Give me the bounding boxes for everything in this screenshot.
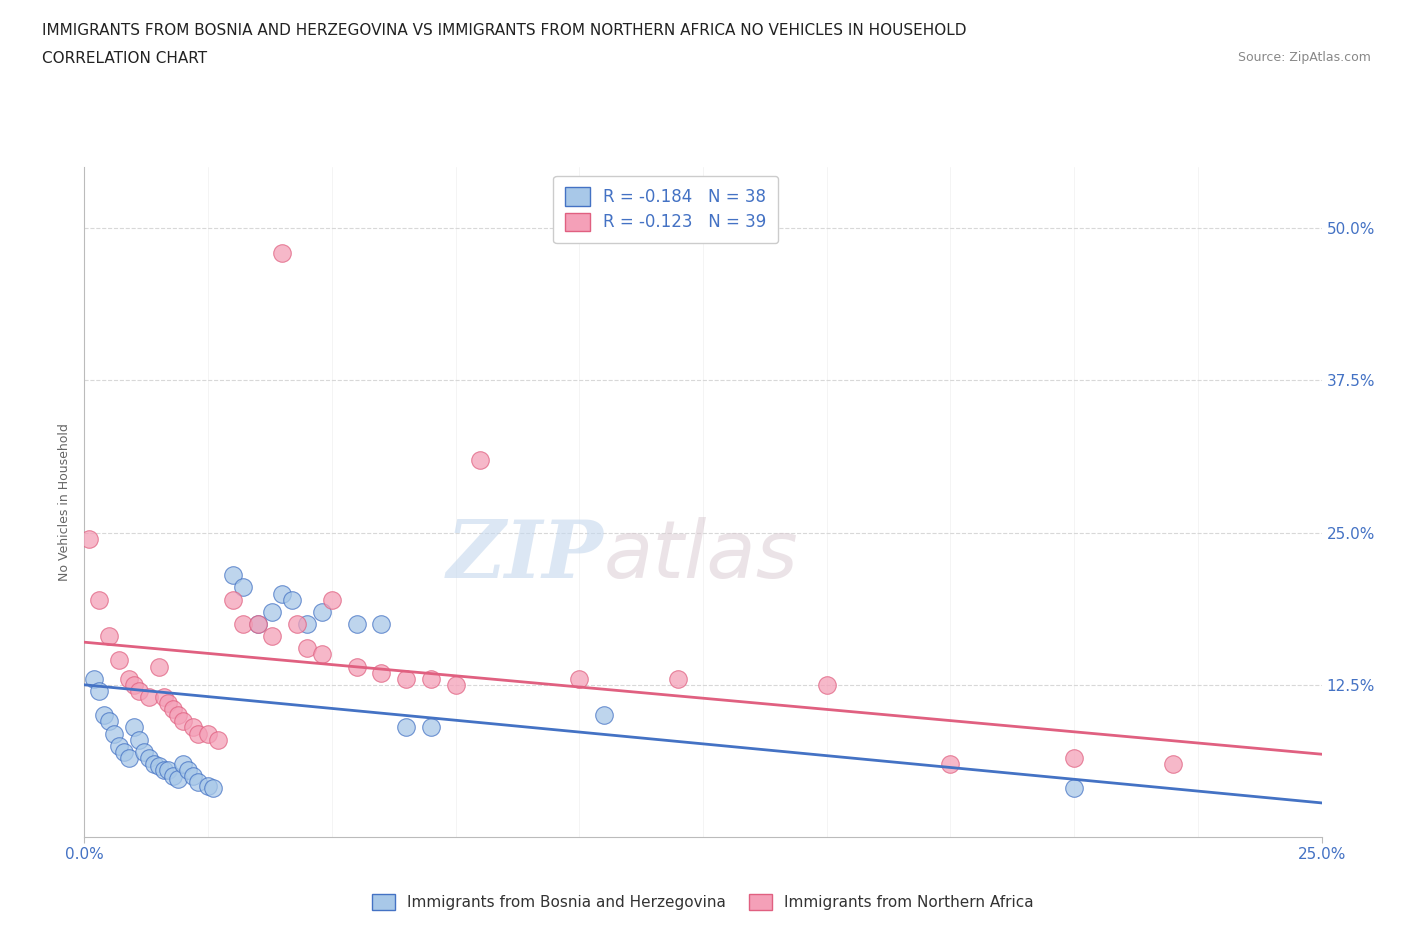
Point <box>246 617 269 631</box>
Point <box>444 677 467 692</box>
Point <box>262 629 284 644</box>
Point <box>207 732 229 747</box>
Point <box>222 592 245 607</box>
Point <box>593 708 616 723</box>
Point <box>419 671 441 686</box>
Point <box>128 732 150 747</box>
Point <box>89 684 111 698</box>
Point <box>138 689 160 704</box>
Point <box>939 756 962 771</box>
Point <box>148 759 170 774</box>
Point <box>118 671 141 686</box>
Point <box>281 592 304 607</box>
Point <box>395 720 418 735</box>
Point <box>142 756 165 771</box>
Point <box>152 689 174 704</box>
Point <box>118 751 141 765</box>
Point <box>103 726 125 741</box>
Point <box>271 246 294 260</box>
Text: Source: ZipAtlas.com: Source: ZipAtlas.com <box>1237 51 1371 64</box>
Point <box>271 586 294 601</box>
Point <box>262 604 284 619</box>
Point <box>1063 751 1085 765</box>
Point <box>79 531 101 546</box>
Point <box>152 763 174 777</box>
Point <box>419 720 441 735</box>
Point <box>295 641 318 656</box>
Point <box>93 708 115 723</box>
Point <box>311 647 333 662</box>
Point <box>157 696 180 711</box>
Point <box>346 617 368 631</box>
Point <box>1063 781 1085 796</box>
Point <box>167 771 190 786</box>
Point <box>83 671 105 686</box>
Point <box>187 775 209 790</box>
Text: IMMIGRANTS FROM BOSNIA AND HERZEGOVINA VS IMMIGRANTS FROM NORTHERN AFRICA NO VEH: IMMIGRANTS FROM BOSNIA AND HERZEGOVINA V… <box>42 23 967 38</box>
Point <box>295 617 318 631</box>
Point <box>172 714 194 729</box>
Point <box>181 720 204 735</box>
Point <box>98 714 121 729</box>
Point <box>138 751 160 765</box>
Point <box>197 726 219 741</box>
Point <box>666 671 689 686</box>
Text: ZIP: ZIP <box>447 517 605 594</box>
Point <box>232 617 254 631</box>
Point <box>202 781 225 796</box>
Legend: Immigrants from Bosnia and Herzegovina, Immigrants from Northern Africa: Immigrants from Bosnia and Herzegovina, … <box>366 887 1040 916</box>
Point <box>167 708 190 723</box>
Point <box>246 617 269 631</box>
Text: CORRELATION CHART: CORRELATION CHART <box>42 51 207 66</box>
Point <box>98 629 121 644</box>
Point <box>122 677 145 692</box>
Point <box>197 778 219 793</box>
Point <box>108 653 131 668</box>
Point <box>157 763 180 777</box>
Point <box>108 738 131 753</box>
Point <box>370 665 392 680</box>
Point <box>370 617 392 631</box>
Point <box>112 744 135 759</box>
Point <box>346 659 368 674</box>
Point <box>1161 756 1184 771</box>
Point <box>815 677 838 692</box>
Point <box>89 592 111 607</box>
Point <box>568 671 591 686</box>
Point <box>222 568 245 583</box>
Point <box>395 671 418 686</box>
Point <box>311 604 333 619</box>
Text: atlas: atlas <box>605 517 799 595</box>
Point <box>470 452 492 467</box>
Point <box>187 726 209 741</box>
Point <box>181 769 204 784</box>
Point <box>285 617 308 631</box>
Point <box>177 763 200 777</box>
Point <box>232 580 254 595</box>
Point <box>122 720 145 735</box>
Point <box>172 756 194 771</box>
Y-axis label: No Vehicles in Household: No Vehicles in Household <box>58 423 72 581</box>
Point <box>132 744 155 759</box>
Point <box>128 684 150 698</box>
Point <box>321 592 343 607</box>
Point <box>162 769 184 784</box>
Point <box>148 659 170 674</box>
Point <box>162 702 184 717</box>
